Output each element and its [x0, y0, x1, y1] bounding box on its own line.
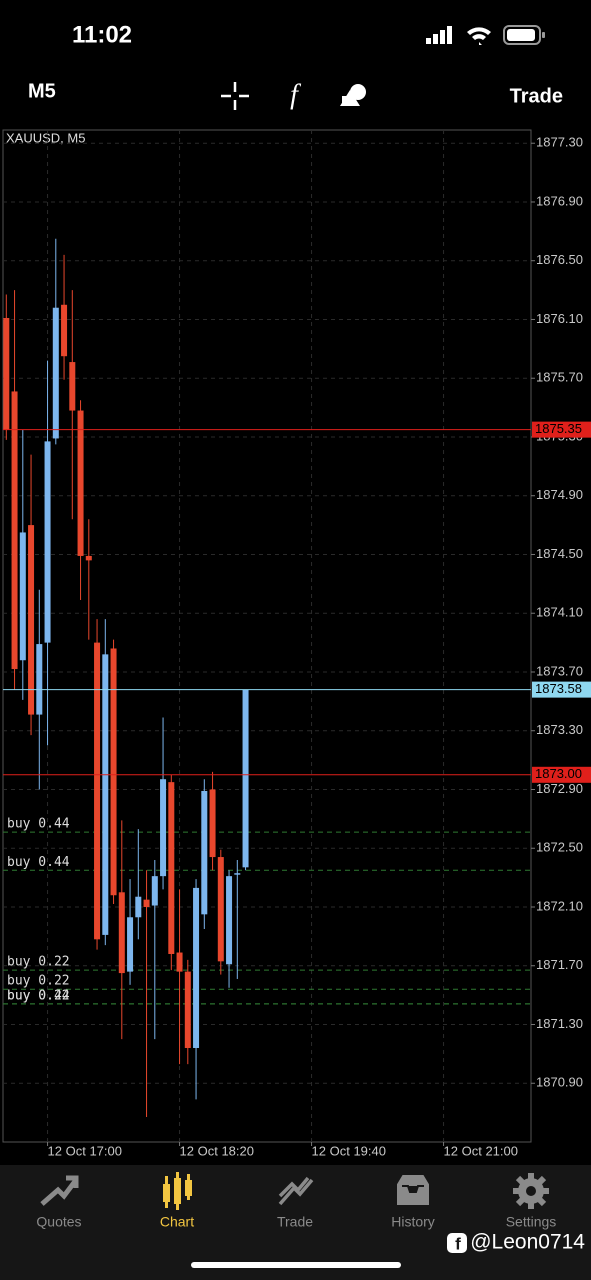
candle-body — [61, 304, 68, 357]
candle-body — [226, 876, 233, 965]
timeframe-button[interactable]: M5 — [28, 80, 56, 102]
candle-body — [168, 782, 175, 954]
y-tick-label: 1873.70 — [536, 663, 583, 678]
candle-body — [201, 790, 208, 915]
x-tick-label: 12 Oct 18:20 — [180, 1143, 254, 1158]
price-tag-label: 1873.00 — [535, 766, 582, 781]
y-tick-label: 1870.90 — [536, 1075, 583, 1090]
candle-body — [44, 441, 51, 643]
y-tick-label: 1874.10 — [536, 605, 583, 620]
indicators-button[interactable]: f — [290, 79, 301, 110]
candle-body — [94, 642, 101, 940]
y-tick-label: 1874.50 — [536, 546, 583, 561]
tab-label[interactable]: Settings — [506, 1214, 557, 1230]
y-tick-label: 1877.30 — [536, 135, 583, 150]
candle-body — [52, 307, 59, 439]
x-tick-label: 12 Oct 19:40 — [312, 1143, 386, 1158]
candle-body — [234, 873, 241, 875]
candle-body — [3, 318, 10, 430]
candle-body — [110, 648, 117, 896]
tab-label[interactable]: Quotes — [36, 1214, 81, 1230]
candle-body — [36, 644, 43, 715]
objects-button[interactable] — [340, 84, 366, 106]
tab-label[interactable]: History — [391, 1214, 435, 1230]
candle-body — [135, 896, 142, 918]
candle-body — [209, 789, 216, 858]
plot: 1877.30 1876.90 1876.50 1876.10 1875.70 1875.… — [3, 130, 591, 1158]
order-label: buy 0.22 — [7, 974, 70, 989]
y-tick-label: 1874.90 — [536, 487, 583, 502]
y-tick-label: 1872.50 — [536, 840, 583, 855]
candle-body — [160, 779, 167, 877]
price-tag — [532, 421, 591, 438]
candle-body — [77, 410, 84, 556]
y-tick-label: 1875.70 — [536, 370, 583, 385]
y-tick-label: 1871.30 — [536, 1016, 583, 1031]
candle-body — [217, 857, 224, 962]
x-tick-label: 12 Oct 21:00 — [444, 1143, 518, 1158]
status-icons — [426, 25, 545, 45]
order-label: buy 0.44 — [7, 855, 70, 870]
y-tick-label: 1872.90 — [536, 781, 583, 796]
candle-body — [11, 391, 18, 670]
candle-body — [193, 887, 200, 1048]
tab-bar — [0, 1165, 591, 1280]
y-tick-label: 1872.10 — [536, 898, 583, 913]
trade-button[interactable]: Trade — [510, 85, 563, 107]
candle-body — [184, 971, 191, 1048]
order-label: buy 0.22 — [7, 988, 70, 1003]
order-label: buy 0.22 — [7, 955, 70, 970]
y-tick-label: 1876.90 — [536, 193, 583, 208]
chart-title: XAUUSD, M5 — [6, 130, 85, 145]
y-tick-label: 1876.50 — [536, 252, 583, 267]
watermark: @Leon0714 — [470, 1231, 585, 1254]
candle-body — [85, 555, 92, 561]
tab-icons — [40, 1172, 549, 1210]
candle-body — [19, 532, 26, 661]
candle-body — [28, 525, 35, 715]
candle-body — [176, 952, 183, 972]
facebook-f: f — [455, 1234, 461, 1253]
candle-body — [118, 892, 125, 974]
price-tag-label: 1875.35 — [535, 421, 582, 436]
y-tick-label: 1871.70 — [536, 957, 583, 972]
candle-body — [151, 876, 158, 906]
y-tick-label: 1876.10 — [536, 311, 583, 326]
facebook-icon — [447, 1233, 467, 1253]
home-indicator — [191, 1262, 401, 1268]
tab-labels: Quotes Chart Trade History Settings — [36, 1214, 556, 1230]
y-tick-label: 1873.30 — [536, 722, 583, 737]
candle-body — [69, 362, 76, 411]
tab-label[interactable]: Trade — [277, 1214, 313, 1230]
candle-body — [242, 689, 249, 868]
candle-body — [143, 899, 150, 907]
price-tag-label: 1873.58 — [535, 681, 582, 696]
price-tag — [532, 766, 591, 783]
candle-body — [102, 654, 109, 935]
candle-body — [127, 917, 134, 972]
status-time: 11:02 — [72, 21, 132, 48]
chart-frame — [2, 129, 532, 1143]
crosshair-button[interactable] — [221, 82, 249, 110]
x-tick-label: 12 Oct 17:00 — [48, 1143, 122, 1158]
tab-label[interactable]: Chart — [160, 1214, 194, 1230]
order-label: buy 0.44 — [7, 988, 70, 1003]
price-tag — [532, 681, 591, 698]
order-label: buy 0.44 — [7, 817, 70, 832]
